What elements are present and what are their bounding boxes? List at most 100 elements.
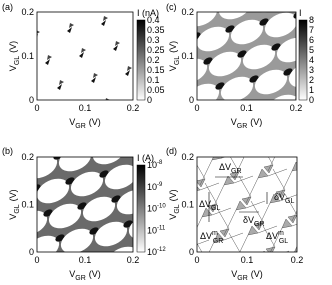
colorbar-tick-label: 3 xyxy=(309,65,314,75)
blob xyxy=(37,184,41,192)
cell-line xyxy=(302,105,332,164)
blob xyxy=(226,106,238,116)
panel-label: (c) xyxy=(166,2,177,12)
cell-line xyxy=(262,225,290,252)
arrows xyxy=(208,176,268,222)
label-unit: (V) xyxy=(250,117,262,127)
colorbar-title: I (A) xyxy=(137,153,154,163)
peak xyxy=(37,30,40,34)
y-tick-label: 0 xyxy=(189,95,194,105)
label-base: 10 xyxy=(147,204,157,214)
colorbar-tick-label: 0.2 xyxy=(147,55,160,65)
label-sub: GR xyxy=(213,238,224,245)
peak xyxy=(55,2,60,8)
peak xyxy=(125,70,130,76)
cell-line xyxy=(197,164,220,191)
label-sub: GL xyxy=(211,205,220,212)
blob xyxy=(326,3,332,13)
plot-bg xyxy=(37,12,133,100)
label-unit: (V) xyxy=(89,269,101,279)
triangle xyxy=(314,130,324,139)
triangle xyxy=(213,232,225,243)
label-main: V xyxy=(231,269,237,279)
label-sub: GR xyxy=(254,221,265,228)
cell xyxy=(37,157,58,179)
triangle xyxy=(304,187,314,196)
cell-line xyxy=(197,182,232,228)
x-tick-label: 0 xyxy=(34,103,39,113)
peak xyxy=(81,48,86,53)
label-main: ΔV xyxy=(200,231,212,241)
blob xyxy=(225,25,235,33)
label: VGL (V) xyxy=(168,189,181,219)
cell xyxy=(70,171,104,197)
label-sub: GR xyxy=(75,123,86,130)
cell-line xyxy=(279,170,293,197)
label: VGL (V) xyxy=(168,41,181,71)
label-main: δV xyxy=(243,215,254,225)
triangle xyxy=(281,218,293,229)
cell-line xyxy=(197,242,203,252)
y-tick-label: 0.1 xyxy=(181,200,194,210)
y-tick-label: 0.2 xyxy=(21,152,34,162)
cell xyxy=(197,58,208,84)
cell xyxy=(276,37,296,63)
colorbar-tick-label: 0.3 xyxy=(147,35,160,45)
triangle xyxy=(300,240,309,248)
label-exp: -12 xyxy=(157,247,166,253)
label-sub: GR xyxy=(237,123,248,130)
blob xyxy=(192,113,204,123)
cell-line xyxy=(257,168,297,229)
colorbar-tick-label: 2 xyxy=(309,75,314,85)
blob xyxy=(100,251,112,261)
x-tick-label: 0.2 xyxy=(127,103,140,113)
triangle xyxy=(294,245,297,252)
blob xyxy=(237,50,247,58)
blob xyxy=(86,144,98,154)
triangle xyxy=(207,203,218,213)
peak xyxy=(101,20,106,26)
triangle xyxy=(291,161,297,172)
label-sub: GR xyxy=(231,168,242,175)
peak xyxy=(127,66,132,71)
x-tick-label: 0 xyxy=(194,255,199,265)
cell xyxy=(197,12,218,27)
label-sub: GR xyxy=(237,275,248,280)
label-unit: (V) xyxy=(251,269,263,279)
triangle xyxy=(252,140,261,148)
peak xyxy=(69,23,74,28)
cell xyxy=(37,235,60,252)
peak xyxy=(115,41,120,46)
blob xyxy=(316,60,328,70)
label-sub: GL xyxy=(14,56,21,65)
cell xyxy=(254,69,288,95)
triangle xyxy=(298,158,307,166)
label: VGR (V) xyxy=(69,269,101,280)
blob xyxy=(168,237,180,247)
blob xyxy=(215,82,225,90)
label: δVGR xyxy=(243,215,265,228)
peak xyxy=(89,0,94,1)
cell xyxy=(104,164,133,190)
cell-line xyxy=(304,187,332,246)
cell xyxy=(92,157,126,165)
label-main: V xyxy=(168,65,178,71)
x-tick-label: 0.2 xyxy=(291,255,304,265)
cell xyxy=(264,12,296,38)
cell-line xyxy=(208,207,244,252)
label: 10-8 xyxy=(147,160,163,170)
panel-label: (b) xyxy=(2,146,13,156)
blob xyxy=(203,57,213,65)
blob xyxy=(40,126,52,136)
plot-area xyxy=(192,3,332,138)
label: VGL (V) xyxy=(8,189,21,219)
cell xyxy=(208,51,242,77)
label: VGR (V) xyxy=(231,117,263,130)
cell xyxy=(48,203,82,229)
x-tick-label: 0 xyxy=(34,255,39,265)
label-unit: (V) xyxy=(8,41,18,53)
cell xyxy=(195,104,235,138)
blob xyxy=(271,43,281,51)
blob xyxy=(32,265,44,275)
colorbar xyxy=(298,19,308,101)
